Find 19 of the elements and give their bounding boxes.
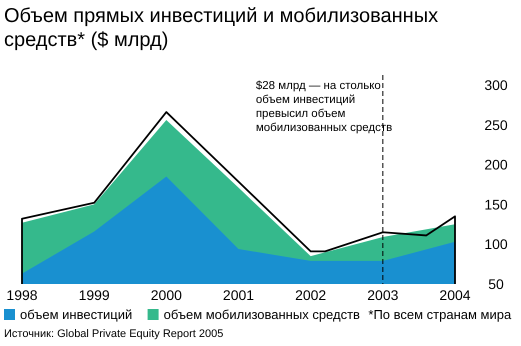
chart-title: Объем прямых инвестиций и мобилизованных средств* ($ млрд) bbox=[4, 5, 438, 51]
y-tick-label: 250 bbox=[484, 116, 508, 133]
x-tick-label: 2004 bbox=[439, 287, 471, 303]
x-tick-label: 1998 bbox=[6, 287, 38, 303]
text: *По всем странам мира bbox=[368, 307, 512, 322]
x-tick-label: 2002 bbox=[295, 287, 326, 303]
legend-label: объем мобилизованных средств bbox=[164, 307, 360, 322]
text: Источник: Global Private Equity Report 2005 bbox=[4, 328, 224, 340]
x-tick-label: 2001 bbox=[222, 287, 254, 303]
y-tick-label: 200 bbox=[484, 156, 508, 173]
x-tick-label: 2003 bbox=[367, 287, 399, 303]
y-tick-label: 300 bbox=[484, 77, 508, 93]
legend-label: объем инвестиций bbox=[20, 307, 132, 322]
x-tick-label: 2000 bbox=[150, 287, 182, 303]
x-tick-label: 1999 bbox=[78, 287, 110, 303]
ref-line-label: $28 млрд — на столько объем инвестиций превысил объем мобилизованных средств bbox=[256, 80, 392, 134]
y-tick-label: 150 bbox=[484, 196, 508, 212]
y-tick-label: 50 bbox=[488, 276, 504, 292]
y-tick-label: 100 bbox=[484, 236, 508, 252]
